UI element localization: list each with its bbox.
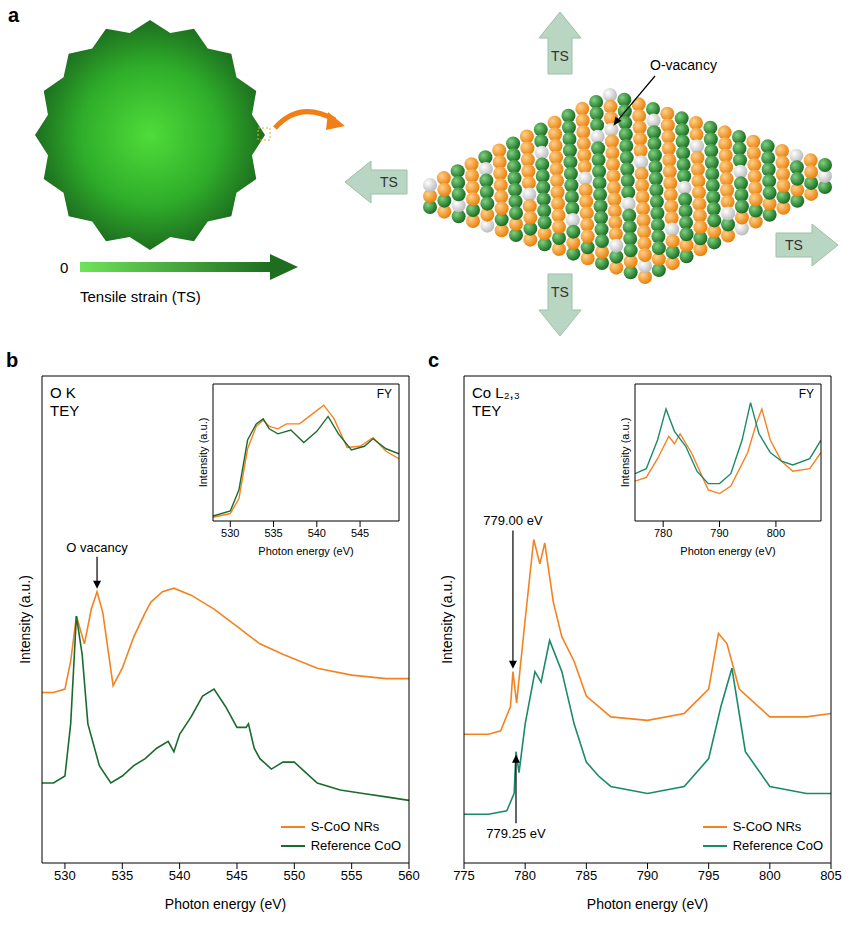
- svg-text:535: 535: [111, 868, 133, 883]
- html-text:O K: O K: [50, 384, 76, 401]
- html-text:b: b: [6, 349, 19, 371]
- svg-text:785: 785: [575, 868, 597, 883]
- svg-text:TS: TS: [551, 284, 569, 300]
- svg-text:530: 530: [54, 868, 76, 883]
- html-text:FY: FY: [798, 387, 814, 401]
- html-text:c: c: [428, 349, 440, 371]
- html-text:Reference CoO: Reference CoO: [732, 838, 823, 853]
- svg-text:Intensity (a.u.): Intensity (a.u.): [17, 575, 33, 664]
- svg-text:Photon energy (eV): Photon energy (eV): [587, 896, 708, 912]
- svg-text:Intensity (a.u.): Intensity (a.u.): [439, 575, 455, 664]
- svg-text:560: 560: [398, 868, 420, 883]
- html-text:TEY: TEY: [472, 402, 502, 419]
- svg-text:535: 535: [264, 527, 282, 539]
- html-text:Reference CoO: Reference CoO: [310, 838, 401, 853]
- svg-text:TS: TS: [551, 48, 569, 64]
- svg-text:540: 540: [169, 868, 191, 883]
- svg-text:530: 530: [221, 527, 239, 539]
- html-text:TEY: TEY: [50, 402, 80, 419]
- svg-text:545: 545: [226, 868, 248, 883]
- svg-text:775: 775: [453, 868, 475, 883]
- html-text:S-CoO NRs: S-CoO NRs: [732, 819, 802, 834]
- svg-text:0: 0: [60, 259, 68, 276]
- svg-text:TS: TS: [785, 237, 803, 253]
- svg-text:780: 780: [514, 868, 536, 883]
- html-text:Co L₂,₃: Co L₂,₃: [472, 384, 520, 401]
- svg-text:a: a: [8, 4, 20, 26]
- svg-text:795: 795: [698, 868, 720, 883]
- svg-text:Photon energy (eV): Photon energy (eV): [680, 545, 775, 557]
- html-text:FY: FY: [376, 387, 392, 401]
- svg-text:779.00 eV: 779.00 eV: [483, 513, 543, 528]
- svg-text:790: 790: [637, 868, 659, 883]
- svg-text:800: 800: [767, 527, 785, 539]
- svg-text:O-vacancy: O-vacancy: [650, 57, 717, 73]
- svg-text:Photon energy (eV): Photon energy (eV): [258, 545, 353, 557]
- svg-text:555: 555: [341, 868, 363, 883]
- html-text:S-CoO NRs: S-CoO NRs: [310, 819, 380, 834]
- svg-text:805: 805: [820, 868, 842, 883]
- svg-text:Intensity (a.u.): Intensity (a.u.): [197, 418, 209, 488]
- svg-text:550: 550: [283, 868, 305, 883]
- svg-text:O vacancy: O vacancy: [66, 540, 128, 555]
- svg-text:780: 780: [654, 527, 672, 539]
- svg-text:540: 540: [308, 527, 326, 539]
- svg-text:545: 545: [351, 527, 369, 539]
- svg-text:Photon energy (eV): Photon energy (eV): [165, 896, 286, 912]
- svg-text:Intensity (a.u.): Intensity (a.u.): [619, 418, 631, 488]
- svg-text:790: 790: [710, 527, 728, 539]
- svg-text:Tensile strain (TS): Tensile strain (TS): [80, 288, 201, 305]
- svg-text:779.25 eV: 779.25 eV: [486, 826, 546, 841]
- svg-text:800: 800: [759, 868, 781, 883]
- svg-text:TS: TS: [380, 174, 398, 190]
